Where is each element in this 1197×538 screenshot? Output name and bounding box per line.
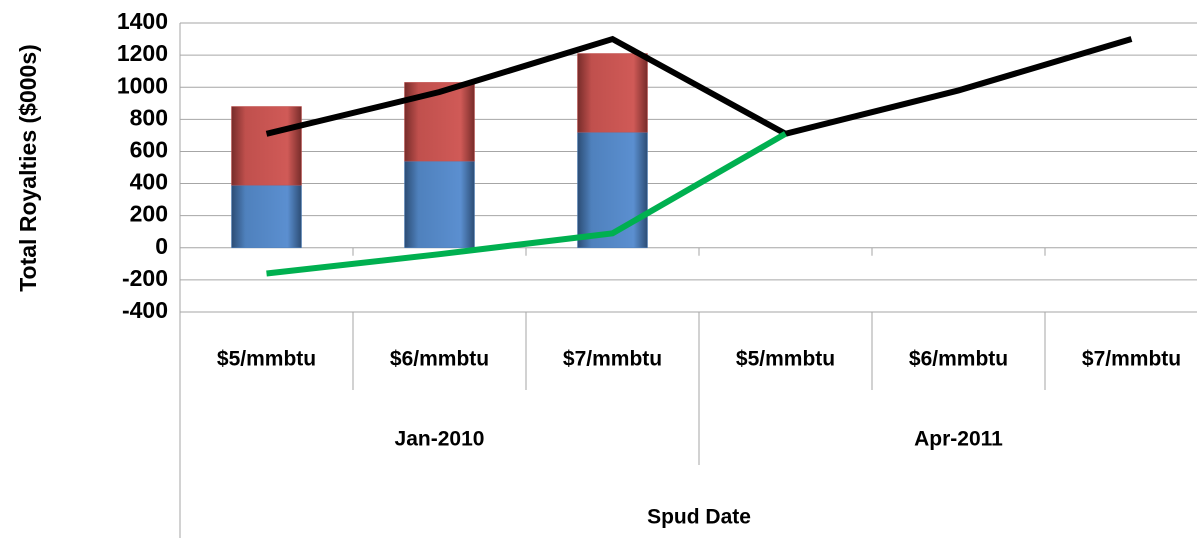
x-tick-label: $5/mmbtu bbox=[217, 348, 316, 371]
group-label: Apr-2011 bbox=[914, 428, 1003, 451]
x-tick-label: $5/mmbtu bbox=[736, 348, 835, 371]
line-series bbox=[266, 131, 787, 277]
x-tick-label: $6/mmbtu bbox=[390, 348, 489, 371]
x-axis-title: Spud Date bbox=[647, 506, 751, 529]
y-tick-label: 800 bbox=[130, 104, 168, 130]
y-tick-label: 1400 bbox=[117, 8, 168, 34]
y-tick-label: 600 bbox=[130, 137, 168, 163]
bar-segment bbox=[404, 160, 475, 249]
y-tick-label: -400 bbox=[122, 297, 168, 323]
bar-segment bbox=[231, 106, 302, 186]
line-series bbox=[265, 35, 1133, 137]
bar-segment bbox=[231, 184, 302, 249]
bar-segment bbox=[577, 131, 648, 249]
y-axis-title: Total Royalties ($000s) bbox=[15, 44, 41, 292]
y-tick-label: 200 bbox=[130, 201, 168, 227]
y-tick-label: -200 bbox=[122, 265, 168, 291]
y-tick-label: 0 bbox=[155, 233, 168, 259]
bar-segment bbox=[577, 53, 648, 133]
y-tick-label: 1200 bbox=[117, 40, 168, 66]
x-tick-label: $6/mmbtu bbox=[909, 348, 1008, 371]
group-label: Jan-2010 bbox=[395, 428, 485, 451]
x-tick-label: $7/mmbtu bbox=[563, 348, 662, 371]
y-tick-label: 400 bbox=[130, 169, 168, 195]
x-tick-label: $7/mmbtu bbox=[1082, 348, 1181, 371]
y-tick-label: 1000 bbox=[117, 72, 168, 98]
